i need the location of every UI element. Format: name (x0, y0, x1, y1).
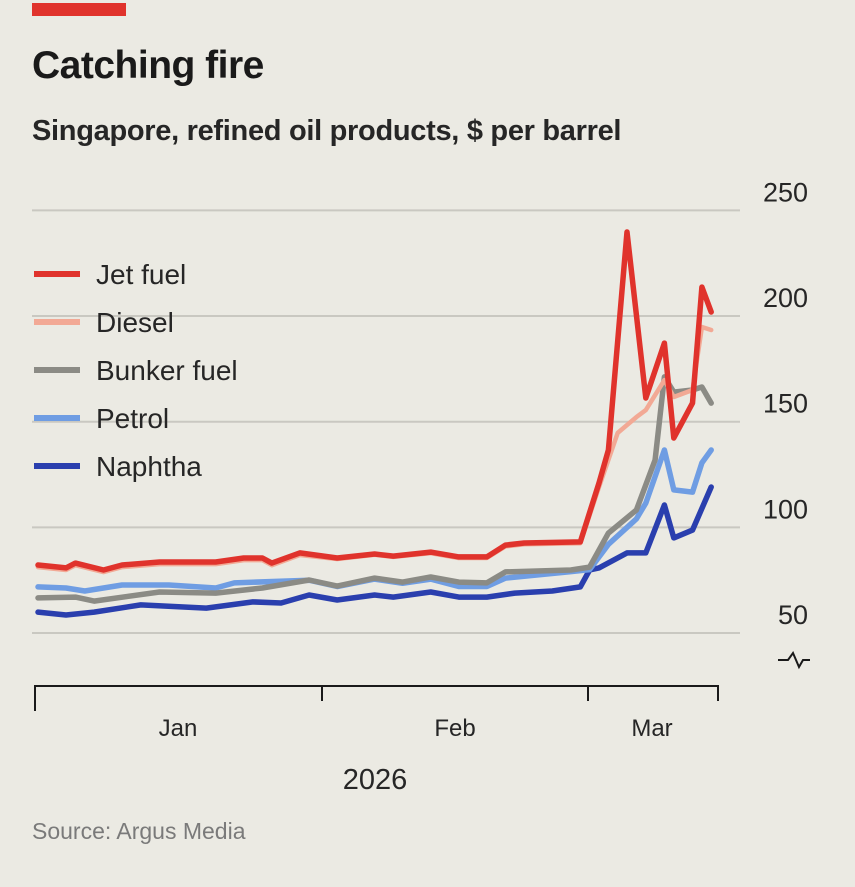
gridlines (32, 209, 740, 634)
y-tick-label: 200 (763, 283, 808, 313)
legend-item-jet-fuel: Jet fuel (34, 259, 186, 290)
source-note: Source: Argus Media (32, 818, 246, 844)
legend: Jet fuel Diesel Bunker fuel Petrol Naphtha (34, 259, 238, 482)
chart-title: Catching fire (32, 44, 264, 87)
series-line-jet-fuel (35, 229, 714, 573)
x-year-label: 2026 (343, 764, 408, 796)
y-tick-label: 250 (763, 177, 808, 207)
series-line-petrol (35, 447, 714, 594)
chart-subtitle: Singapore, refined oil products, $ per b… (32, 115, 622, 147)
legend-label: Petrol (96, 403, 169, 434)
legend-label: Jet fuel (96, 259, 186, 290)
series-lines (35, 229, 714, 618)
legend-item-bunker-fuel: Bunker fuel (34, 355, 238, 386)
brand-red-bar (32, 3, 126, 16)
x-axis: Jan Feb Mar 2026 (34, 685, 719, 796)
y-tick-label: 150 (763, 389, 808, 419)
legend-item-diesel: Diesel (34, 307, 174, 338)
y-tick-labels: 250 200 150 100 50 (763, 177, 808, 630)
legend-item-naphtha: Naphtha (34, 451, 202, 482)
axis-break-icon (778, 650, 810, 670)
legend-label: Bunker fuel (96, 355, 238, 386)
legend-label: Naphtha (96, 451, 202, 482)
x-tick-label: Mar (631, 715, 672, 742)
legend-label: Diesel (96, 307, 174, 338)
y-tick-label: 50 (778, 600, 808, 630)
legend-item-petrol: Petrol (34, 403, 169, 434)
y-tick-label: 100 (763, 494, 808, 524)
x-tick-label: Jan (159, 715, 198, 742)
x-tick-label: Feb (434, 715, 475, 742)
series-line-naphtha (35, 484, 714, 618)
